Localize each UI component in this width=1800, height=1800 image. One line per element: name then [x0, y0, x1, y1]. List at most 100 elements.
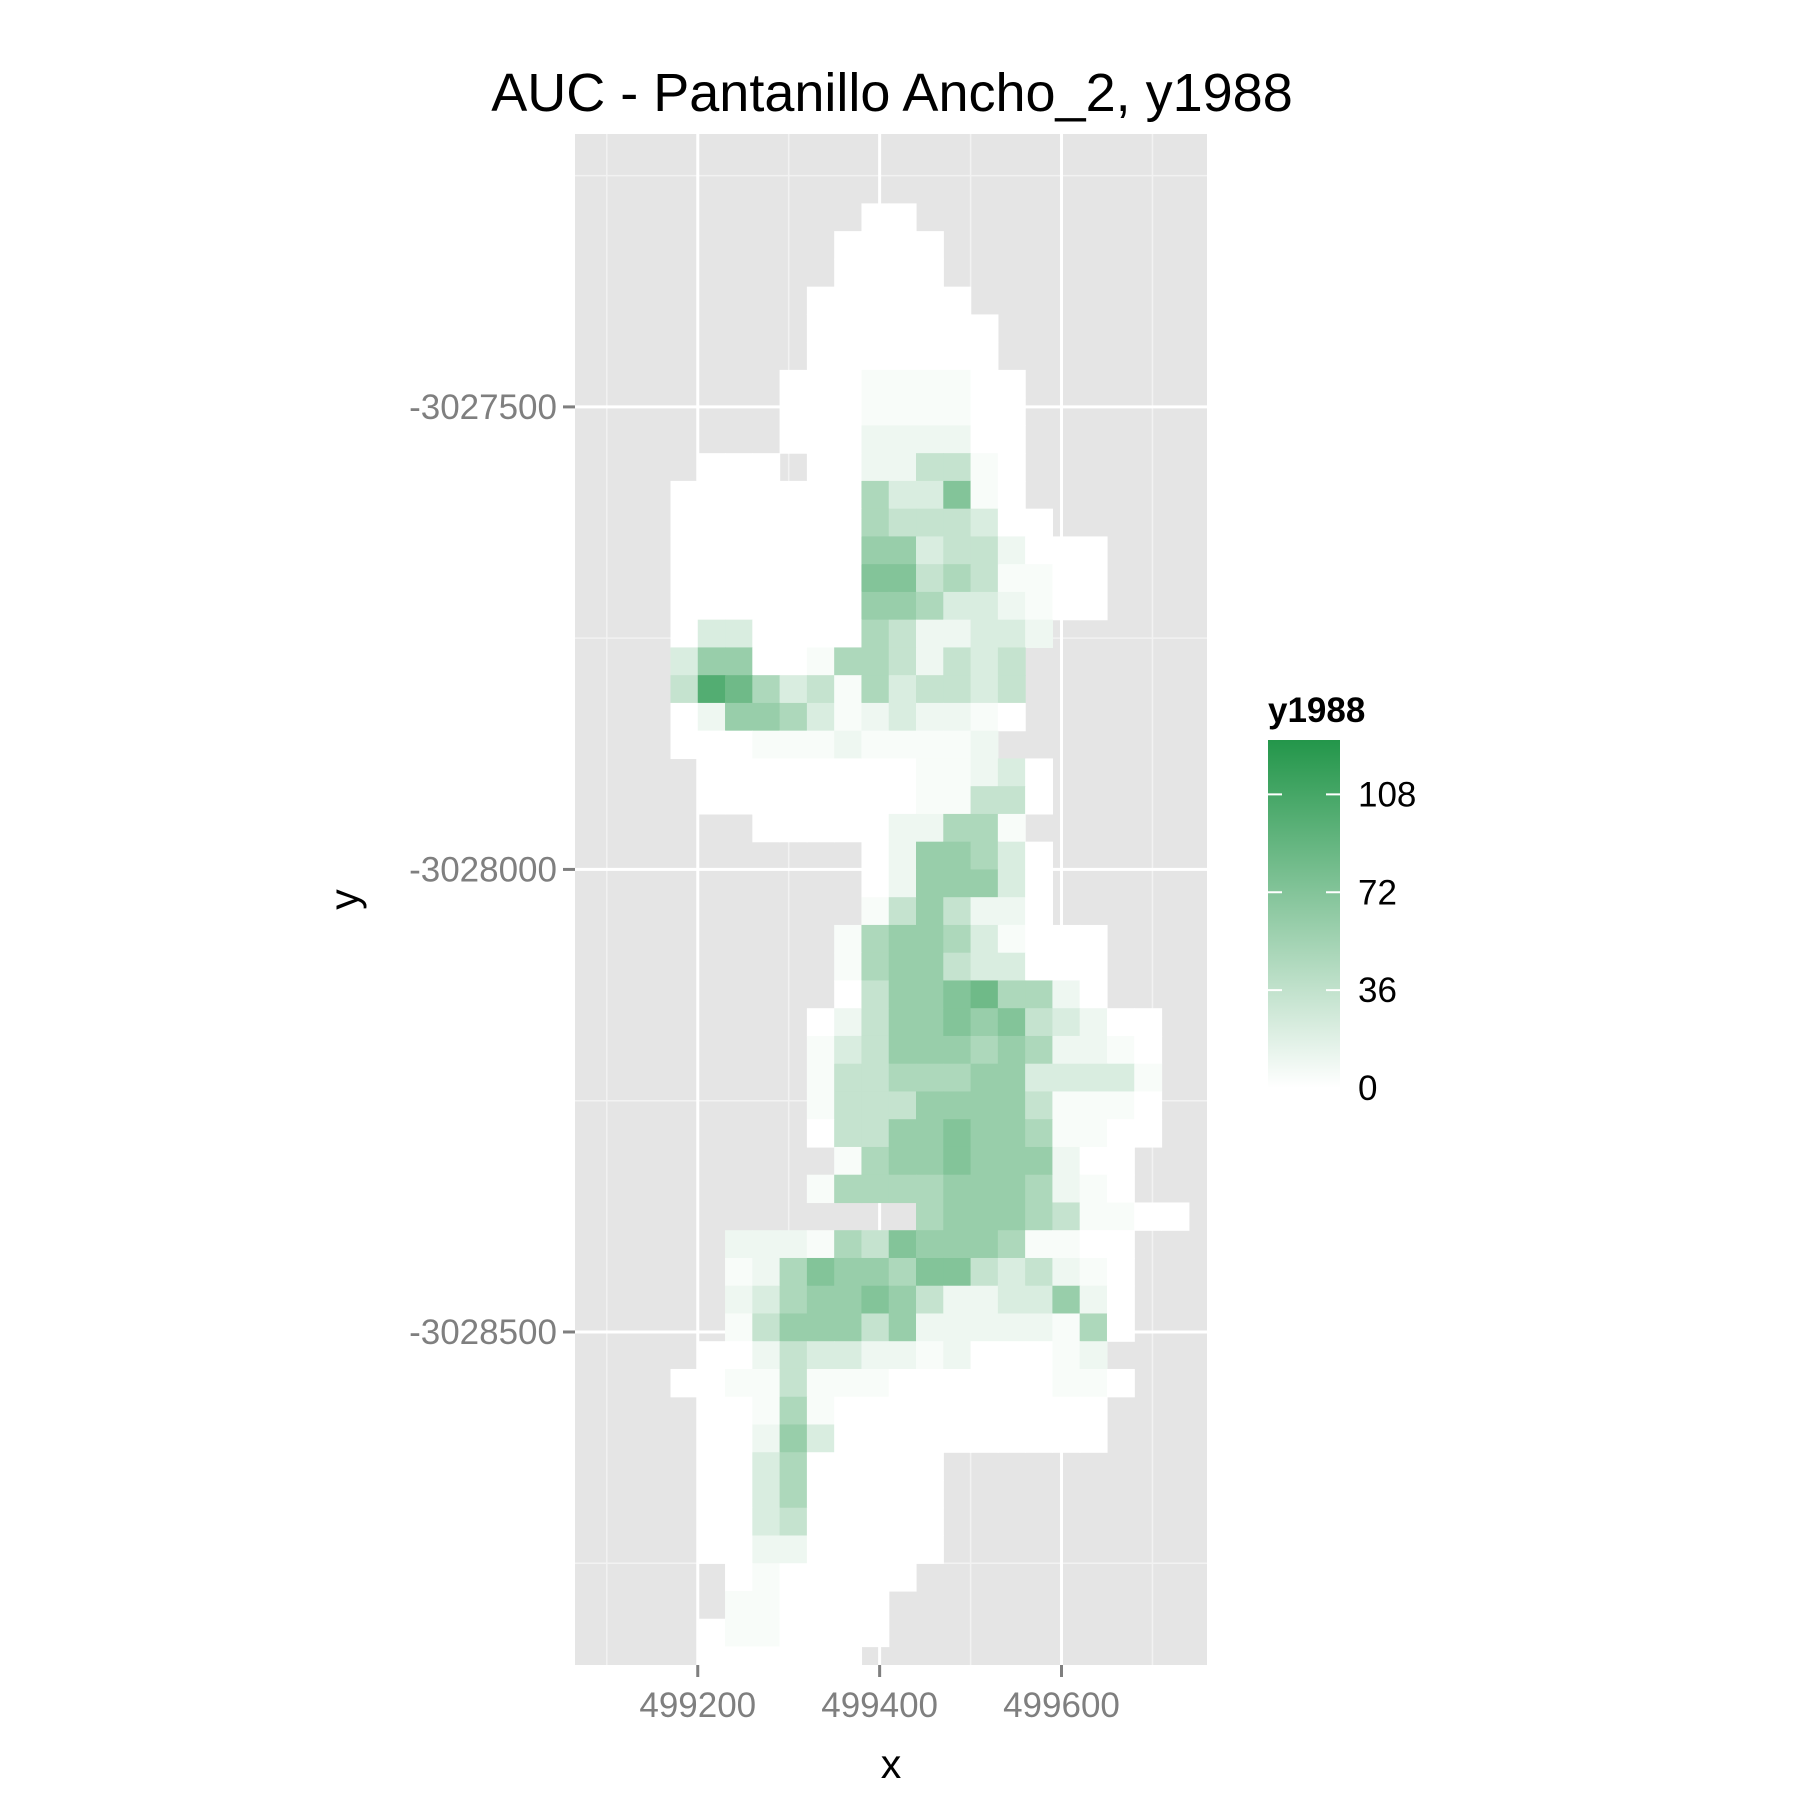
- heatmap-cell: [725, 536, 753, 565]
- heatmap-cell: [1025, 1230, 1054, 1259]
- heatmap-cell: [888, 1507, 917, 1537]
- heatmap-cell: [888, 702, 917, 732]
- heatmap-cell: [943, 1202, 972, 1231]
- heatmap-cell: [1106, 1202, 1135, 1231]
- heatmap-cell: [861, 1063, 890, 1093]
- heatmap-cell: [861, 1563, 890, 1592]
- heatmap-cell: [916, 1285, 944, 1315]
- heatmap-cell: [888, 1285, 917, 1315]
- heatmap-cell: [697, 675, 726, 704]
- heatmap-cell: [1025, 758, 1054, 787]
- heatmap-cell: [1052, 1091, 1081, 1120]
- heatmap-cell: [861, 508, 890, 538]
- heatmap-cell: [806, 813, 835, 843]
- heatmap-cell: [752, 508, 781, 538]
- heatmap-cell: [1052, 1230, 1081, 1259]
- heatmap-cell: [861, 1230, 890, 1259]
- heatmap-cell: [1161, 1202, 1190, 1231]
- heatmap-cell: [916, 1230, 944, 1259]
- heatmap-cell: [752, 1230, 781, 1259]
- heatmap-cell: [1052, 1396, 1081, 1426]
- heatmap-cell: [970, 730, 999, 760]
- heatmap-cell: [697, 730, 726, 760]
- heatmap-cell: [806, 1119, 835, 1148]
- heatmap-cell: [970, 897, 999, 926]
- heatmap-cell: [861, 1146, 890, 1176]
- heatmap-cell: [997, 952, 1026, 982]
- heatmap-cell: [670, 536, 699, 565]
- heatmap-cell: [916, 1396, 944, 1426]
- heatmap-cell: [697, 1646, 726, 1675]
- heatmap-cell: [861, 758, 890, 787]
- heatmap-cell: [861, 1313, 890, 1342]
- x-tick-label: 499600: [1003, 1686, 1120, 1725]
- heatmap-cell: [916, 924, 944, 954]
- heatmap-cell: [779, 1368, 808, 1398]
- heatmap-cell: [888, 1563, 917, 1592]
- heatmap-cell: [834, 480, 863, 510]
- heatmap-cell: [997, 619, 1026, 649]
- heatmap-cell: [834, 1063, 863, 1093]
- heatmap-cell: [1079, 1285, 1108, 1315]
- heatmap-cell: [670, 591, 699, 621]
- heatmap-cell: [806, 314, 835, 343]
- heatmap-cell: [861, 1452, 890, 1481]
- heatmap-cell: [806, 647, 835, 676]
- heatmap-cell: [806, 1257, 835, 1287]
- heatmap-cell: [779, 786, 808, 815]
- heatmap-cell: [834, 231, 863, 260]
- legend-colorbar: [1268, 740, 1340, 1088]
- heatmap-cell: [752, 1674, 781, 1703]
- heatmap-cell: [916, 1202, 944, 1231]
- heatmap-cell: [806, 1479, 835, 1509]
- heatmap-cell: [888, 897, 917, 926]
- heatmap-cell: [725, 1452, 753, 1481]
- heatmap-cell: [806, 758, 835, 787]
- heatmap-cell: [943, 1341, 972, 1370]
- heatmap-cell: [970, 1341, 999, 1370]
- heatmap-cell: [670, 480, 699, 510]
- heatmap-cell: [806, 1424, 835, 1453]
- heatmap-cell: [943, 1230, 972, 1259]
- heatmap-cell: [834, 1535, 863, 1564]
- heatmap-cell: [834, 1146, 863, 1176]
- heatmap-cell: [697, 1618, 726, 1648]
- heatmap-cell: [943, 980, 972, 1009]
- heatmap-cell: [834, 1341, 863, 1370]
- heatmap-cell: [806, 1368, 835, 1398]
- heatmap-cell: [997, 675, 1026, 704]
- heatmap-cell: [970, 786, 999, 815]
- heatmap-cell: [1025, 564, 1054, 593]
- heatmap-cell: [1106, 1119, 1135, 1148]
- heatmap-cell: [725, 564, 753, 593]
- heatmap-cell: [697, 591, 726, 621]
- heatmap-cell: [1025, 1008, 1054, 1037]
- heatmap-cell: [943, 1424, 972, 1453]
- heatmap-cell: [943, 758, 972, 787]
- heatmap-cell: [752, 591, 781, 621]
- heatmap-cell: [725, 1257, 753, 1287]
- heatmap-cell: [834, 675, 863, 704]
- heatmap-cell: [779, 1313, 808, 1342]
- heatmap-cell: [1079, 1313, 1108, 1342]
- heatmap-cell: [697, 453, 726, 482]
- heatmap-cell: [834, 619, 863, 649]
- heatmap-cell: [725, 453, 753, 482]
- heatmap-cell: [806, 1507, 835, 1537]
- heatmap-cell: [916, 758, 944, 787]
- heatmap-cell: [861, 203, 890, 232]
- heatmap-cell: [970, 813, 999, 843]
- heatmap-cell: [725, 1646, 753, 1675]
- heatmap-cell: [943, 1313, 972, 1342]
- heatmap-cell: [670, 619, 699, 649]
- heatmap-cell: [752, 1313, 781, 1342]
- heatmap-cell: [806, 1035, 835, 1065]
- heatmap-cell: [916, 619, 944, 649]
- heatmap-cell: [970, 1257, 999, 1287]
- heatmap-cell: [861, 730, 890, 760]
- heatmap-cell: [916, 1341, 944, 1370]
- heatmap-cell: [834, 314, 863, 343]
- heatmap-cell: [1025, 1396, 1054, 1426]
- heatmap-cell: [1106, 1313, 1135, 1342]
- heatmap-cell: [970, 647, 999, 676]
